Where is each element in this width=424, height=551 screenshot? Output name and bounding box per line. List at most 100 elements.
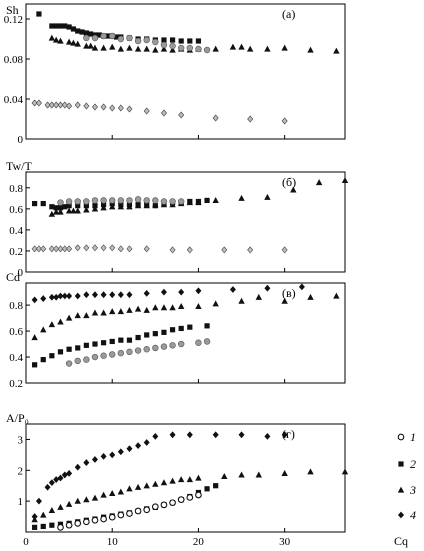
data-point-series-1 [74, 292, 81, 300]
data-point-series-4 [143, 506, 151, 514]
data-point-series-3 [91, 197, 99, 204]
data-point-series-2 [152, 201, 159, 208]
data-point-series-2 [229, 43, 237, 50]
data-point-series-2 [341, 468, 349, 475]
data-point-series-4 [61, 245, 68, 253]
data-point-series-2 [212, 197, 219, 204]
data-point-series-3 [40, 523, 46, 530]
data-point-series-2 [152, 304, 159, 311]
data-point-series-4 [109, 351, 116, 358]
data-point-series-3 [178, 325, 184, 332]
data-point-series-4 [177, 496, 185, 503]
data-point-series-4 [65, 360, 73, 367]
data-point-series-1 [57, 292, 64, 300]
data-point-series-4 [74, 357, 81, 365]
data-point-series-3 [186, 44, 194, 52]
data-point-series-4 [100, 244, 107, 252]
y-tick-label: 0.12 [4, 14, 23, 26]
data-point-series-3 [126, 197, 133, 204]
data-point-series-3 [83, 34, 90, 42]
data-point-series-4 [83, 102, 90, 110]
data-point-series-2 [143, 202, 150, 209]
data-point-series-2 [307, 46, 314, 53]
data-point-series-2 [307, 293, 314, 300]
data-point-series-1 [40, 200, 46, 207]
data-point-series-2 [57, 208, 64, 215]
legend-label-3: 3 [409, 483, 416, 497]
data-point-series-2 [281, 44, 288, 51]
data-point-series-1 [62, 204, 68, 210]
data-point-series-4 [247, 246, 254, 254]
data-point-series-4 [178, 111, 185, 119]
data-point-series-2 [160, 304, 168, 311]
data-point-series-1 [66, 203, 72, 209]
data-point-series-3 [152, 331, 158, 337]
data-point-series-2 [100, 44, 107, 51]
data-point-series-1 [35, 497, 42, 505]
data-point-series-4 [74, 101, 81, 109]
data-point-series-1 [212, 431, 219, 439]
x-axis-title: Cq [394, 534, 408, 548]
y-tick-label: 0.8 [9, 183, 23, 195]
data-point-series-2 [48, 34, 56, 41]
data-point-series-4 [91, 244, 98, 252]
y-tick-label: 0.8 [9, 300, 23, 312]
data-point-series-2 [143, 306, 150, 313]
data-point-series-2 [117, 488, 125, 495]
data-point-series-2 [238, 297, 245, 304]
data-point-series-3 [204, 323, 210, 329]
legend-marker-2 [398, 461, 404, 467]
data-point-series-3 [143, 36, 150, 44]
data-point-series-1 [169, 37, 176, 43]
data-point-series-2 [83, 312, 90, 319]
data-point-series-4 [195, 491, 202, 499]
data-point-series-1 [186, 431, 193, 439]
x-tick-label: 10 [107, 536, 119, 548]
data-point-series-4 [100, 515, 107, 523]
data-point-series-1 [83, 203, 89, 209]
data-point-series-3 [100, 32, 107, 40]
data-point-series-2 [290, 186, 297, 193]
data-point-series-4 [100, 352, 107, 359]
data-point-series-1 [74, 463, 81, 471]
data-point-series-1 [61, 292, 68, 300]
legend-label-2: 2 [410, 457, 416, 471]
data-point-series-4 [126, 105, 133, 113]
data-point-series-2 [143, 482, 150, 489]
y-tick-label: 0 [18, 134, 24, 146]
data-point-series-1 [36, 11, 42, 17]
data-point-series-4 [143, 245, 150, 253]
data-point-series-2 [100, 309, 107, 316]
data-point-series-3 [109, 338, 115, 345]
data-point-series-4 [126, 348, 133, 356]
y-tick-label: 0 [18, 267, 24, 279]
data-point-series-1 [83, 291, 90, 299]
data-point-series-4 [151, 503, 159, 511]
data-point-series-2 [238, 43, 245, 50]
data-point-series-1 [48, 293, 55, 301]
data-point-series-4 [126, 510, 133, 517]
data-point-series-2 [160, 479, 168, 486]
data-point-series-3 [203, 46, 211, 54]
data-point-series-2 [255, 293, 262, 300]
data-point-series-3 [169, 42, 176, 50]
data-point-series-2 [40, 326, 47, 333]
data-point-series-1 [229, 286, 236, 293]
data-point-series-3 [32, 524, 38, 530]
data-point-series-1 [40, 295, 47, 302]
data-point-series-1 [66, 292, 73, 300]
data-point-series-2 [177, 302, 185, 309]
data-point-series-1 [160, 288, 167, 296]
data-point-series-2 [169, 477, 176, 484]
data-point-series-3 [117, 197, 125, 204]
data-point-series-1 [70, 26, 77, 32]
y-tick-label: 3 [18, 434, 24, 446]
data-point-series-1 [91, 456, 98, 463]
data-point-series-2 [91, 205, 99, 212]
data-point-series-1 [75, 28, 81, 34]
data-point-series-4 [108, 513, 116, 521]
data-point-series-4 [117, 511, 125, 519]
data-point-series-3 [57, 349, 64, 355]
data-point-series-2 [70, 207, 77, 214]
data-point-series-3 [169, 327, 176, 333]
